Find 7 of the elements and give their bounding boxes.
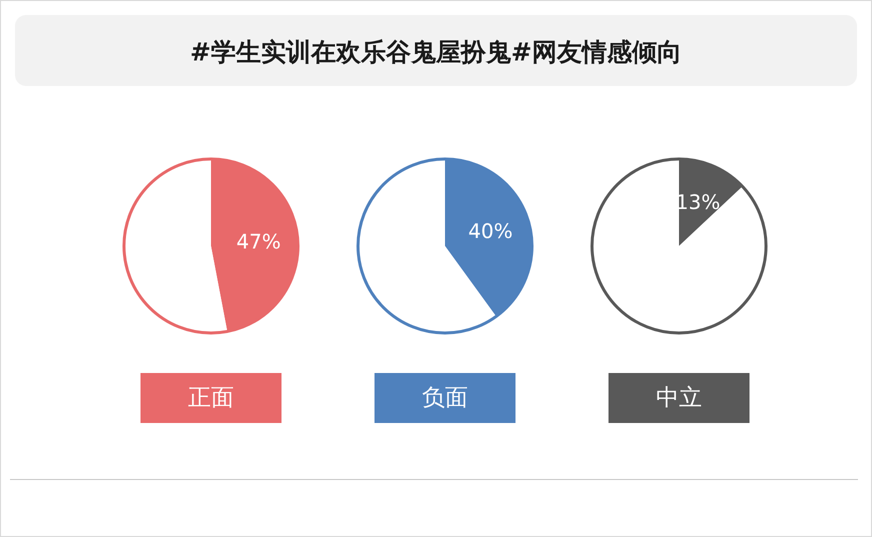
text: #学生实训在欢乐谷鬼屋扮鬼#网友情感倾向 — [190, 38, 682, 66]
text: 正面 — [188, 385, 234, 411]
text: 负面 — [422, 385, 468, 411]
text: 中立 — [656, 385, 702, 411]
data-label: 47% — [236, 229, 281, 254]
data-label: 13% — [676, 190, 720, 214]
data-label: 40% — [468, 219, 513, 244]
